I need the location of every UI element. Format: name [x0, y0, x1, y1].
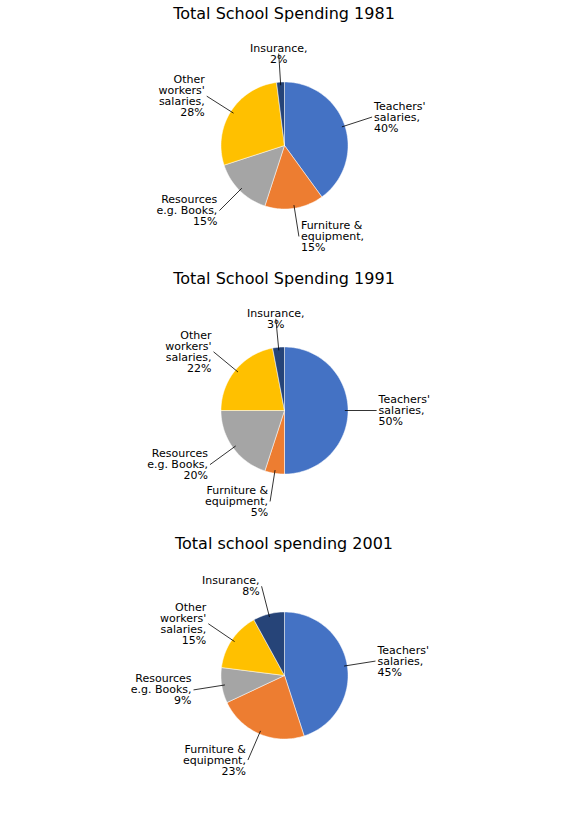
svg-text:Resourcese.g. Books,15%: Resourcese.g. Books,15% — [157, 193, 218, 228]
svg-text:Insurance,2%: Insurance,2% — [250, 42, 307, 66]
svg-text:Otherworkers'salaries,28%: Otherworkers'salaries,28% — [158, 73, 205, 119]
html-text:Total School Spending 1991: Total School Spending 1991 — [173, 269, 395, 288]
svg-text:Furniture &equipment,23%: Furniture &equipment,23% — [183, 743, 246, 778]
svg-text:Teachers'salaries,50%: Teachers'salaries,50% — [378, 393, 430, 428]
html-text:Total School Spending 1981: Total School Spending 1981 — [173, 4, 395, 23]
svg-text:Teachers'salaries,45%: Teachers'salaries,45% — [376, 644, 428, 679]
svg-text:Insurance,8%: Insurance,8% — [202, 574, 259, 598]
svg-text:Resourcese.g. Books,20%: Resourcese.g. Books,20% — [147, 447, 208, 482]
svg-text:Otherworkers'salaries,22%: Otherworkers'salaries,22% — [165, 329, 212, 375]
svg-text:Otherworkers'salaries,15%: Otherworkers'salaries,15% — [160, 601, 207, 647]
svg-text:Teachers'salaries,40%: Teachers'salaries,40% — [373, 100, 425, 135]
svg-text:Furniture &equipment,5%: Furniture &equipment,5% — [205, 484, 268, 519]
html-text:Total school spending 2001: Total school spending 2001 — [175, 534, 393, 553]
svg-text:Furniture &equipment,15%: Furniture &equipment,15% — [301, 219, 364, 254]
svg-text:Insurance,3%: Insurance,3% — [247, 307, 304, 331]
svg-text:Resourcese.g. Books,9%: Resourcese.g. Books,9% — [131, 672, 192, 707]
